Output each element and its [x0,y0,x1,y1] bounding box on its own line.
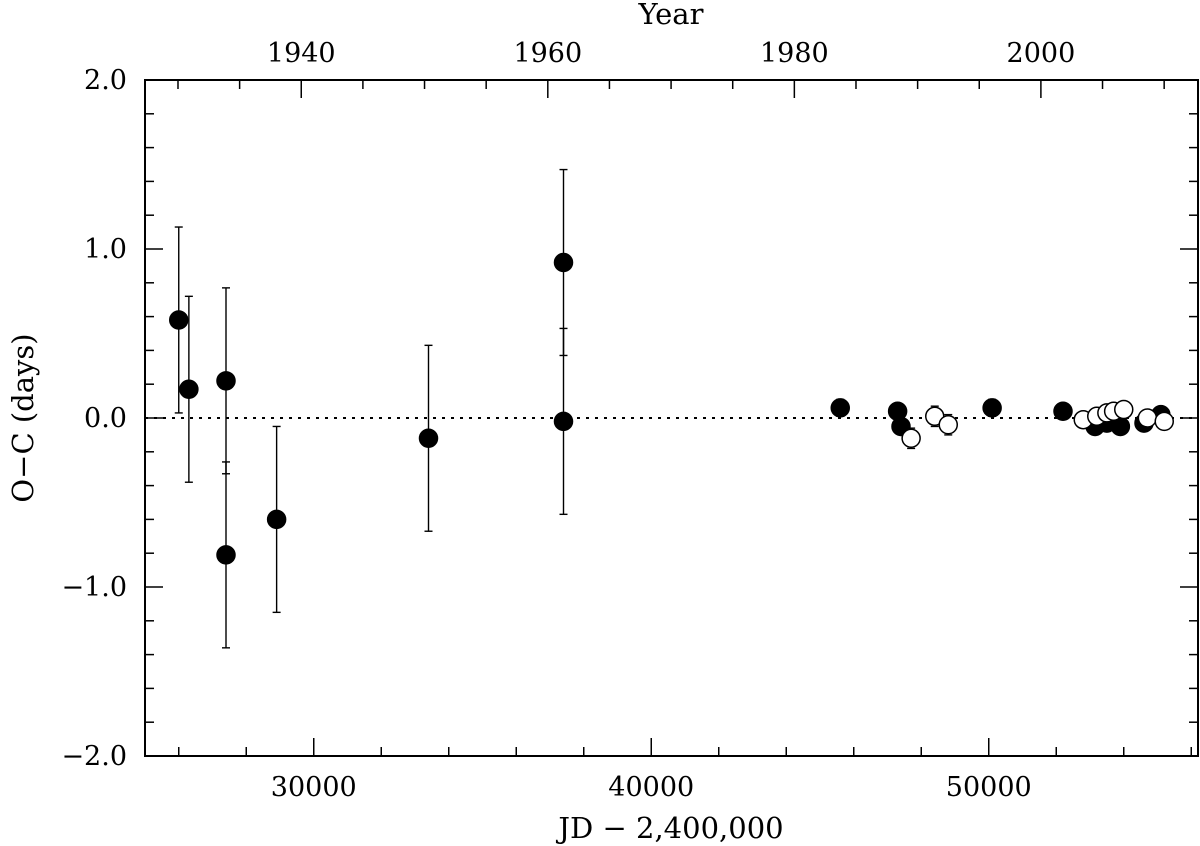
x-tick-label: 30000 [271,772,357,803]
open-data-point [1154,411,1174,432]
open-data-point [1114,399,1134,420]
filled-data-point [179,379,199,400]
x-tick-label: 50000 [946,772,1032,803]
filled-data-point [982,398,1002,418]
filled-data-point [169,310,189,330]
top-tick-label: 1960 [513,38,582,69]
filled-data-point [1053,401,1073,421]
y-axis-title: O−C (days) [6,333,40,502]
y-tick-label: −2.0 [61,741,127,772]
filled-data-point [216,545,236,565]
top-tick-label: 1980 [760,38,829,69]
data-points [169,168,1174,649]
x-tick-label: 40000 [608,772,694,803]
open-data-point [901,428,921,449]
filled-data-point [216,371,236,391]
open-data-point [1137,408,1158,428]
top-tick-label: 2000 [1007,38,1076,69]
filled-data-point [266,509,287,530]
y-tick-label: 0.0 [84,403,127,434]
plot-frame [144,79,1199,757]
plot-border [144,79,1199,757]
filled-data-point [553,411,574,432]
y-tick-label: 1.0 [84,234,127,265]
top-tick-label: 1940 [267,38,336,69]
y-tick-label: −1.0 [61,572,127,603]
filled-data-point [553,252,574,273]
y-tick-label: 2.0 [84,65,127,96]
filled-data-point [830,398,850,418]
axis-ticks: 30000 40000 50000 1940 1960 1980 2000 −2.0 −1.0 0… [61,38,1198,803]
x-axis-title: JD − 2,400,000 [555,811,783,845]
open-data-point [938,415,958,435]
filled-data-point [418,428,439,449]
axis-labels: Year JD − 2,400,000 O−C (days) [6,0,784,845]
top-axis-title: Year [638,0,704,31]
